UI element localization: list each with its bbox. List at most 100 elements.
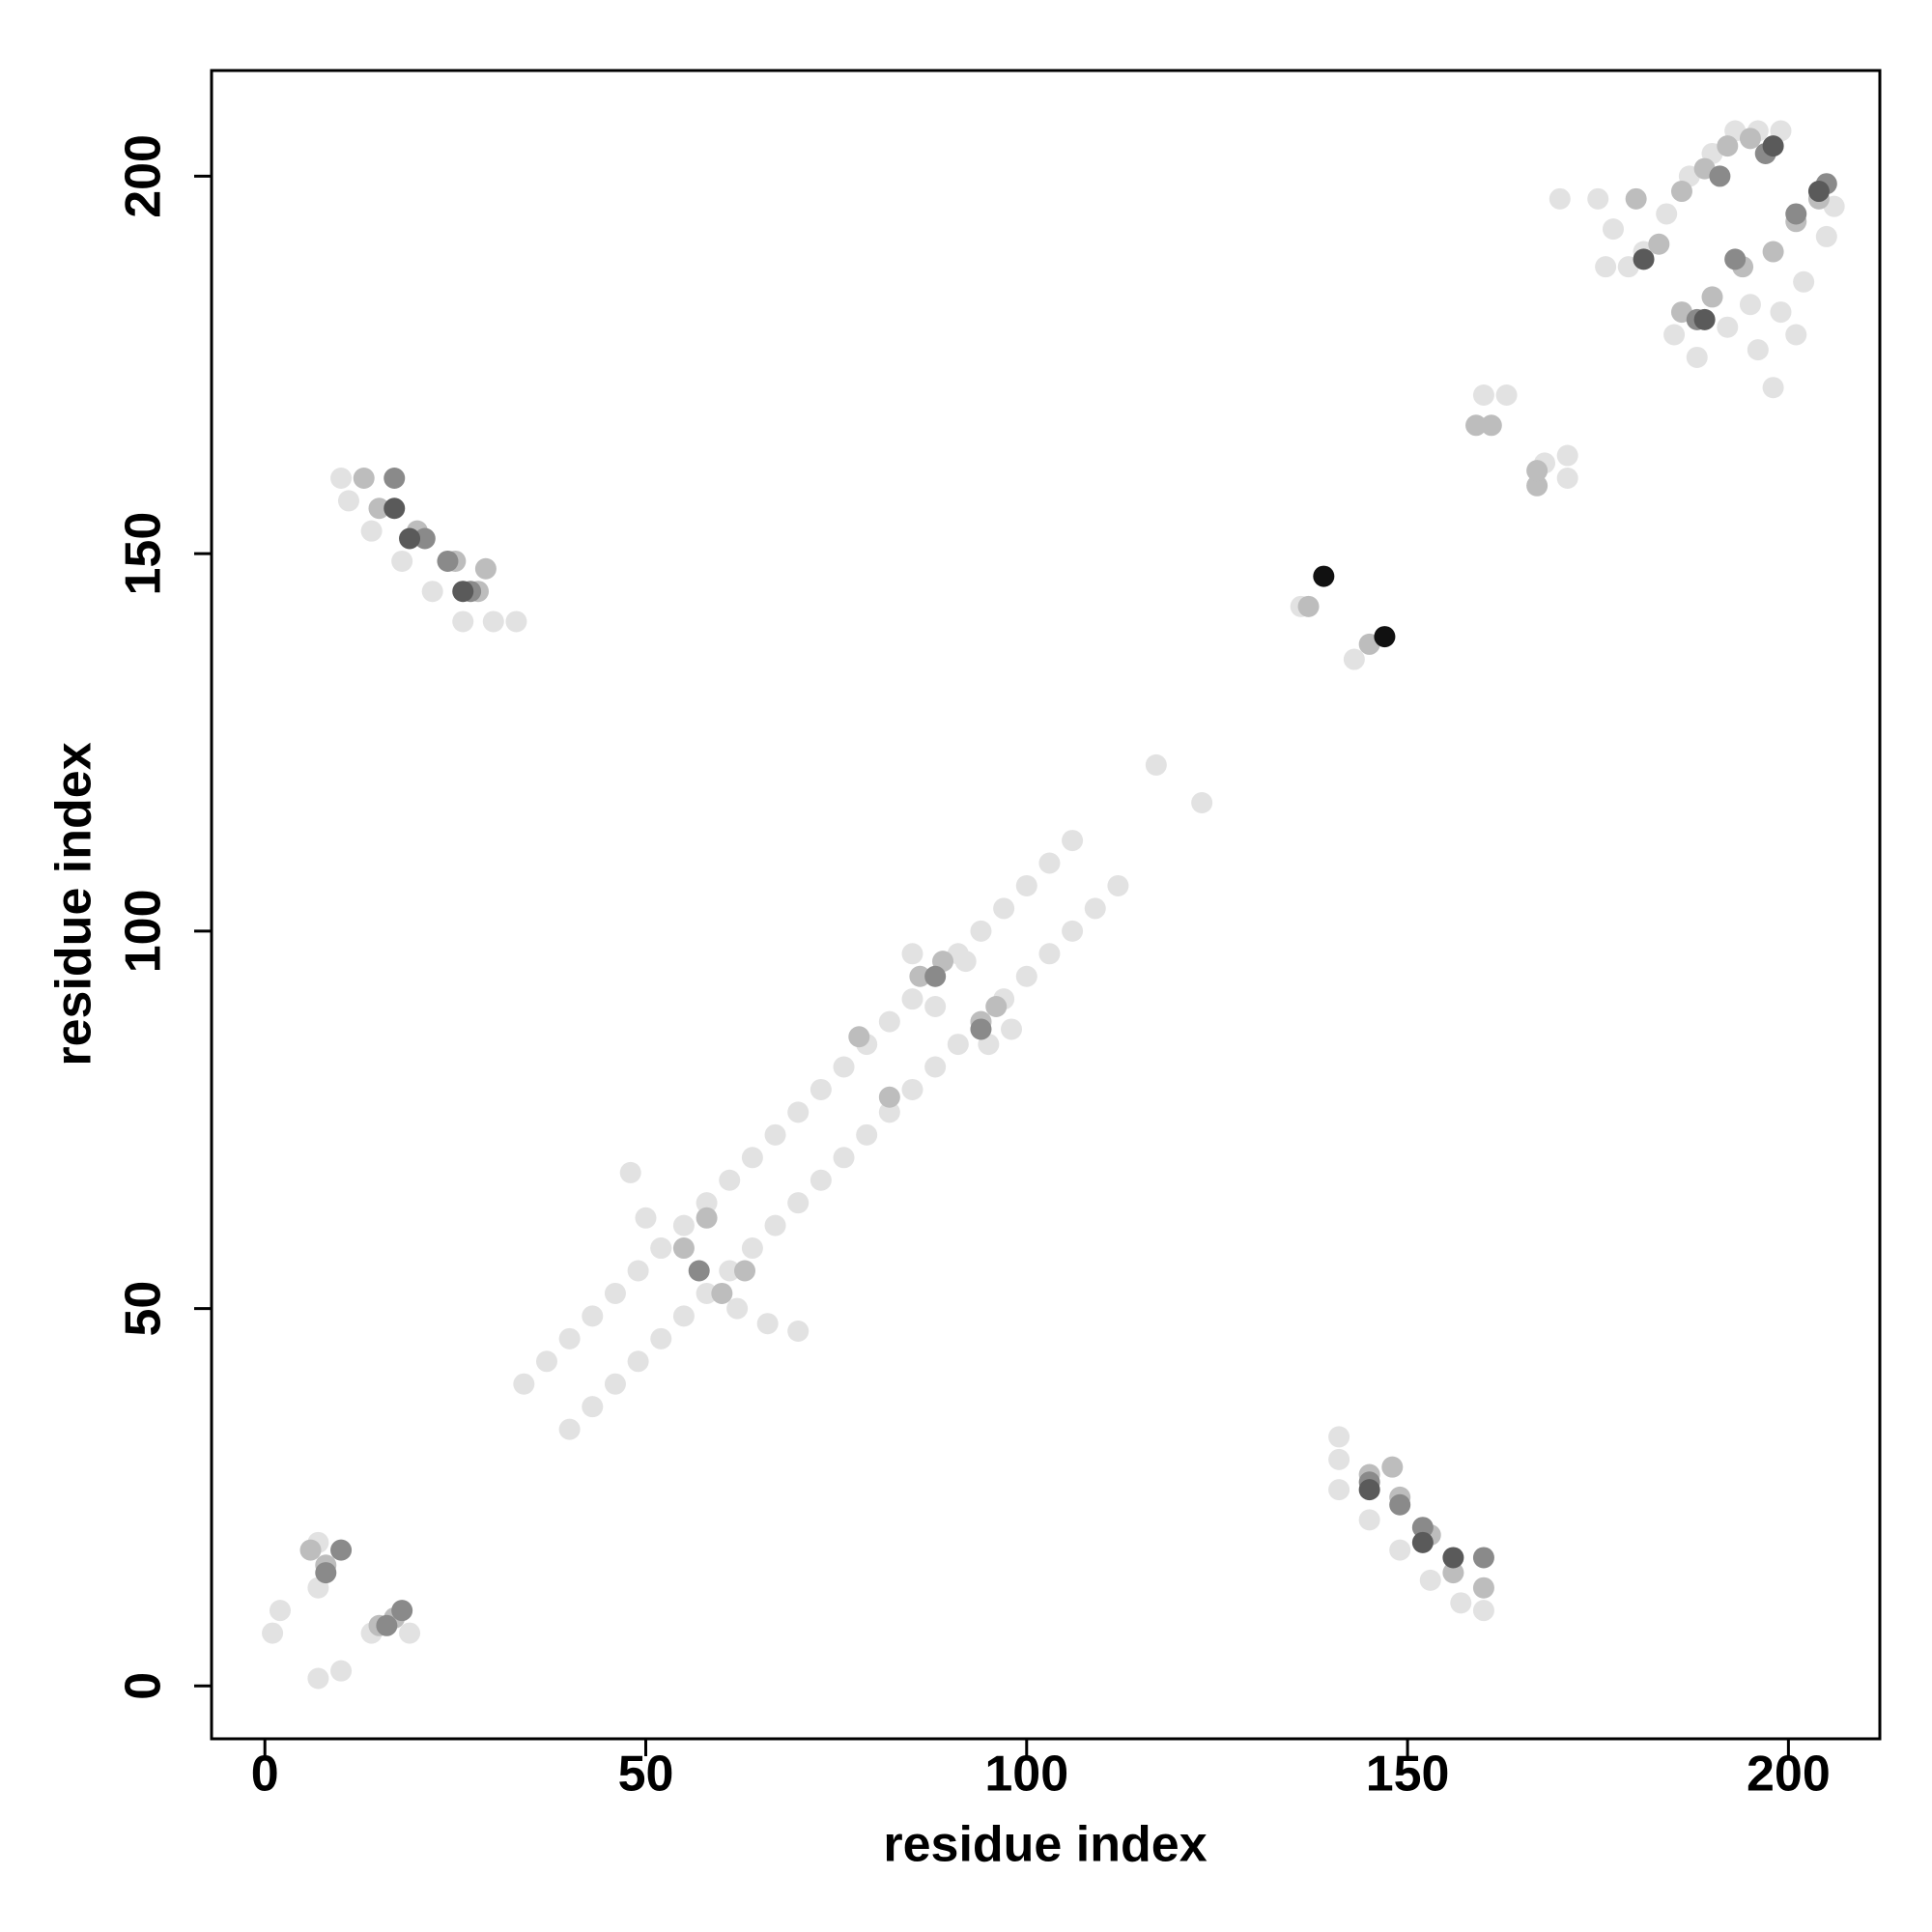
point [1107, 874, 1129, 896]
point [1815, 225, 1837, 247]
point [756, 1313, 779, 1335]
point [1556, 444, 1578, 467]
point [1762, 241, 1784, 263]
point [1313, 565, 1335, 587]
point [1724, 248, 1747, 270]
point [688, 1260, 710, 1282]
x-tick-label: 100 [984, 1747, 1068, 1803]
point [299, 1539, 322, 1561]
point [985, 995, 1008, 1017]
point [558, 1418, 581, 1440]
point [764, 1214, 786, 1236]
point [947, 1034, 969, 1056]
x-tick-label: 50 [618, 1747, 674, 1803]
point [604, 1282, 626, 1304]
point [399, 1622, 421, 1644]
point [787, 1101, 810, 1123]
point [635, 1207, 657, 1229]
point [1686, 346, 1708, 368]
point [1038, 943, 1061, 965]
point [924, 1056, 947, 1078]
point [848, 1026, 870, 1048]
point [315, 1562, 337, 1584]
point [513, 1373, 535, 1395]
point [1084, 897, 1106, 920]
point [330, 467, 353, 489]
point [1465, 414, 1488, 437]
point [1556, 467, 1578, 489]
point [1625, 187, 1647, 210]
point [924, 965, 947, 987]
point [421, 581, 443, 603]
point [1762, 377, 1784, 399]
point [1472, 1577, 1494, 1599]
point [1807, 181, 1830, 203]
point [787, 1192, 810, 1214]
point [1191, 792, 1213, 814]
point [1015, 874, 1037, 896]
y-tick-label: 0 [116, 1672, 172, 1700]
point [1717, 135, 1739, 157]
point [787, 1321, 810, 1343]
y-tick-label: 150 [116, 512, 172, 596]
point [1297, 595, 1320, 617]
point [1411, 1517, 1434, 1539]
point [878, 1086, 900, 1108]
point [1739, 128, 1761, 150]
point [399, 527, 421, 550]
plot-frame [210, 69, 1882, 1741]
point [262, 1622, 284, 1644]
point [741, 1237, 763, 1260]
point [437, 550, 459, 572]
point [413, 527, 436, 550]
point [901, 943, 923, 965]
point [1450, 1592, 1472, 1614]
point [833, 1056, 855, 1078]
point [833, 1147, 855, 1169]
point [696, 1192, 718, 1214]
point [856, 1123, 878, 1146]
point [330, 1539, 353, 1561]
point [1717, 316, 1739, 338]
point [764, 1123, 786, 1146]
point [1389, 1493, 1411, 1516]
point [1526, 460, 1548, 482]
point [901, 1078, 923, 1100]
point [993, 897, 1015, 920]
point [1419, 1569, 1441, 1591]
point [741, 1147, 763, 1169]
point [1358, 1509, 1380, 1531]
point [391, 1600, 413, 1622]
point [269, 1600, 291, 1622]
point [878, 1101, 900, 1123]
point [1656, 203, 1678, 225]
point [1693, 308, 1716, 330]
y-axis-label: residue index [46, 742, 102, 1065]
point [650, 1327, 672, 1350]
point [1472, 384, 1494, 407]
point [1038, 852, 1061, 874]
point [672, 1214, 695, 1236]
point [1442, 1547, 1464, 1569]
point [1411, 1531, 1434, 1553]
point [1328, 1479, 1350, 1501]
point [878, 1010, 900, 1033]
point [1587, 187, 1609, 210]
y-tick-label: 200 [116, 134, 172, 218]
point [627, 1350, 649, 1373]
point [650, 1237, 672, 1260]
point [1793, 270, 1815, 293]
x-tick-label: 0 [251, 1747, 279, 1803]
point [353, 467, 375, 489]
point [474, 557, 497, 580]
point [1480, 414, 1502, 437]
point [1701, 286, 1723, 308]
point [1472, 1600, 1494, 1622]
point [1595, 256, 1617, 278]
point [696, 1207, 718, 1229]
point [1343, 648, 1365, 670]
point [1495, 384, 1518, 407]
point [1785, 203, 1807, 225]
point [360, 520, 383, 542]
